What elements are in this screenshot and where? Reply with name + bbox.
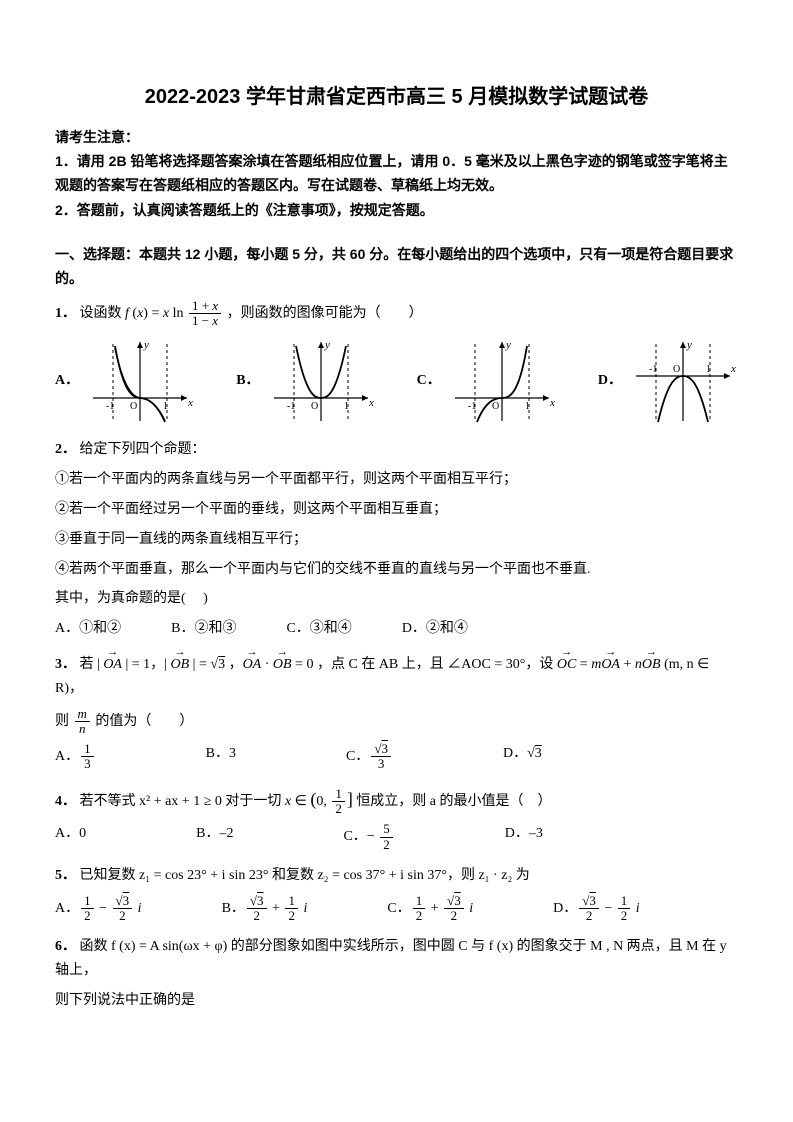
q1-opt-c-label: C． bbox=[417, 369, 441, 393]
question-2: 2． 给定下列四个命题： ①若一个平面内的两条直线与另一个平面都平行，则这两个平… bbox=[55, 438, 738, 641]
svg-text:-1: -1 bbox=[287, 401, 295, 412]
q1-graph-c: x y -1 1 O bbox=[447, 336, 557, 426]
svg-text:y: y bbox=[143, 339, 149, 351]
q2-prop-1: ①若一个平面内的两条直线与另一个平面都平行，则这两个平面相互平行； bbox=[55, 468, 738, 492]
q5-number: 5． bbox=[55, 868, 76, 883]
q5-opt-c: C．12 + √32 i bbox=[387, 894, 473, 924]
svg-text:O: O bbox=[673, 364, 680, 375]
q3-opt-b: B．3 bbox=[206, 742, 236, 772]
svg-text:1: 1 bbox=[525, 401, 530, 412]
svg-text:x: x bbox=[368, 397, 374, 409]
q4-opt-b: B．–2 bbox=[196, 822, 233, 852]
q2-ask: 其中，为真命题的是( ) bbox=[55, 587, 738, 611]
q1-graph-d: x y -1 1 O bbox=[628, 336, 738, 426]
q4-opt-d: D．–3 bbox=[505, 822, 543, 852]
q3-opt-d: D．√3 bbox=[503, 742, 542, 772]
q2-prop-4: ④若两个平面垂直，那么一个平面内与它们的交线不垂直的直线与另一个平面也不垂直. bbox=[55, 558, 738, 582]
svg-text:y: y bbox=[686, 339, 692, 351]
q3-number: 3． bbox=[55, 657, 76, 672]
q1-graph-a: x y -1 1 O bbox=[85, 336, 195, 426]
q3-opt-a: A．13 bbox=[55, 742, 96, 772]
svg-text:-1: -1 bbox=[649, 364, 657, 375]
svg-text:1: 1 bbox=[706, 364, 711, 375]
svg-text:-1: -1 bbox=[106, 401, 114, 412]
q1-opt-d-label: D． bbox=[598, 369, 622, 393]
q2-opt-c: C．③和④ bbox=[286, 617, 351, 641]
q1-opt-a-label: A． bbox=[55, 369, 79, 393]
svg-text:O: O bbox=[130, 401, 137, 412]
q2-opt-b: B．②和③ bbox=[171, 617, 236, 641]
q1-opt-b-label: B． bbox=[236, 369, 259, 393]
q5-opt-b: B．√32 + 12 i bbox=[222, 894, 308, 924]
q5-stem: 已知复数 z₁ = cos 23° + i sin 23° 和复数 z₂ = c… bbox=[80, 868, 530, 883]
svg-text:y: y bbox=[505, 339, 511, 351]
question-4: 4． 若不等式 x² + ax + 1 ≥ 0 对于一切 x ∈ (0, 12]… bbox=[55, 784, 738, 852]
svg-text:O: O bbox=[311, 401, 318, 412]
q2-number: 2． bbox=[55, 442, 76, 457]
section-1-heading: 一、选择题：本题共 12 小题，每小题 5 分，共 60 分。在每小题给出的四个… bbox=[55, 243, 738, 291]
question-6: 6． 函数 f (x) = A sin(ωx + φ) 的部分图象如图中实线所示… bbox=[55, 935, 738, 1012]
question-1: 1． 设函数 f (x) = x ln 1 + x1 − x ，则函数的图像可能… bbox=[55, 299, 738, 427]
svg-text:-1: -1 bbox=[468, 401, 476, 412]
q2-stem: 给定下列四个命题： bbox=[80, 442, 206, 457]
q6-stem-1: 函数 f (x) = A sin(ωx + φ) 的部分图象如图中实线所示，图中… bbox=[55, 939, 727, 978]
notice-item-1: 1．请用 2B 铅笔将选择题答案涂填在答题纸相应位置上，请用 0．5 毫米及以上… bbox=[55, 150, 738, 198]
exam-title: 2022-2023 学年甘肃省定西市高三 5 月模拟数学试题试卷 bbox=[55, 80, 738, 114]
q6-stem-2: 则下列说法中正确的是 bbox=[55, 989, 738, 1013]
svg-text:x: x bbox=[549, 397, 555, 409]
svg-text:O: O bbox=[492, 401, 499, 412]
q4-opt-a: A．0 bbox=[55, 822, 86, 852]
q3-stem-suffix: 则 mn 的值为（ ） bbox=[55, 707, 738, 737]
q2-prop-3: ③垂直于同一直线的两条直线相互平行； bbox=[55, 528, 738, 552]
q4-opt-c: C．− 52 bbox=[343, 822, 394, 852]
q4-options: A．0 B．–2 C．− 52 D．–3 bbox=[55, 822, 738, 852]
notice-block: 请考生注意： 1．请用 2B 铅笔将选择题答案涂填在答题纸相应位置上，请用 0．… bbox=[55, 126, 738, 223]
q1-formula: f (x) = x ln 1 + x1 − x bbox=[125, 306, 223, 321]
q2-prop-2: ②若一个平面经过另一个平面的垂线，则这两个平面相互垂直； bbox=[55, 498, 738, 522]
q2-opt-a: A．①和② bbox=[55, 617, 121, 641]
q2-opt-d: D．②和④ bbox=[402, 617, 468, 641]
q5-options: A．12 − √32 i B．√32 + 12 i C．12 + √32 i D… bbox=[55, 894, 738, 924]
q6-number: 6． bbox=[55, 939, 76, 954]
q1-options: A． x y -1 1 O B． bbox=[55, 336, 738, 426]
q2-options: A．①和② B．②和③ C．③和④ D．②和④ bbox=[55, 617, 738, 641]
question-5: 5． 已知复数 z₁ = cos 23° + i sin 23° 和复数 z₂ … bbox=[55, 864, 738, 923]
q3-opt-c: C．√33 bbox=[346, 742, 393, 772]
q3-options: A．13 B．3 C．√33 D．√3 bbox=[55, 742, 738, 772]
notice-heading: 请考生注意： bbox=[55, 126, 738, 150]
question-3: 3． 若 | OA | = 1，| OB | = √3 ，OA · OB = 0… bbox=[55, 653, 738, 772]
svg-text:x: x bbox=[187, 397, 193, 409]
q1-stem-suffix: ，则函数的图像可能为（ ） bbox=[227, 306, 423, 321]
q1-number: 1． bbox=[55, 306, 76, 321]
notice-item-2: 2．答题前，认真阅读答题纸上的《注意事项》，按规定答题。 bbox=[55, 199, 738, 223]
q5-opt-a: A．12 − √32 i bbox=[55, 894, 142, 924]
q5-opt-d: D．√32 − 12 i bbox=[553, 894, 640, 924]
q3-stem: 若 | OA | = 1，| OB | = √3 ，OA · OB = 0 ，点… bbox=[55, 657, 709, 696]
svg-text:x: x bbox=[730, 363, 736, 375]
svg-text:1: 1 bbox=[344, 401, 349, 412]
q4-stem: 若不等式 x² + ax + 1 ≥ 0 对于一切 x ∈ (0, 12] 恒成… bbox=[80, 794, 552, 809]
svg-text:y: y bbox=[324, 339, 330, 351]
q4-number: 4． bbox=[55, 794, 76, 809]
q1-stem-prefix: 设函数 bbox=[80, 306, 126, 321]
svg-text:1: 1 bbox=[163, 401, 168, 412]
q1-graph-b: x y -1 1 O bbox=[266, 336, 376, 426]
